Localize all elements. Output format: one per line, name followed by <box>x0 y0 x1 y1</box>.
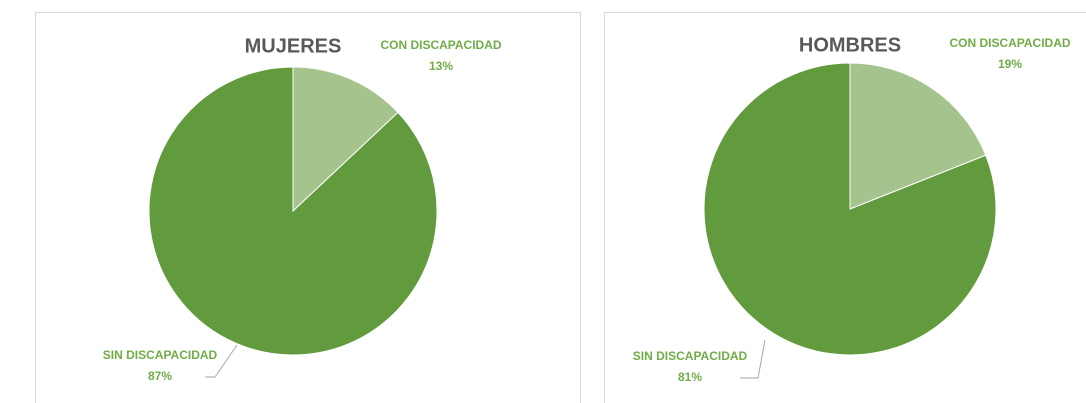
category-label: SIN DISCAPACIDAD <box>103 348 218 362</box>
pie-slice <box>849 62 987 210</box>
pie-slice <box>148 66 438 356</box>
data-label: 19% <box>998 57 1022 71</box>
pie-slice <box>703 62 997 356</box>
category-label: CON DISCAPACIDAD <box>380 38 501 52</box>
data-label: 87% <box>148 369 172 383</box>
chart-title: HOMBRES <box>799 34 901 56</box>
pie-slice <box>292 66 399 213</box>
leader-line <box>205 344 238 378</box>
data-label: 13% <box>429 59 453 73</box>
data-label: 81% <box>678 370 702 384</box>
leader-line <box>740 339 766 379</box>
chart-title: MUJERES <box>245 35 342 57</box>
category-label: SIN DISCAPACIDAD <box>633 349 748 363</box>
category-label: CON DISCAPACIDAD <box>949 36 1070 50</box>
